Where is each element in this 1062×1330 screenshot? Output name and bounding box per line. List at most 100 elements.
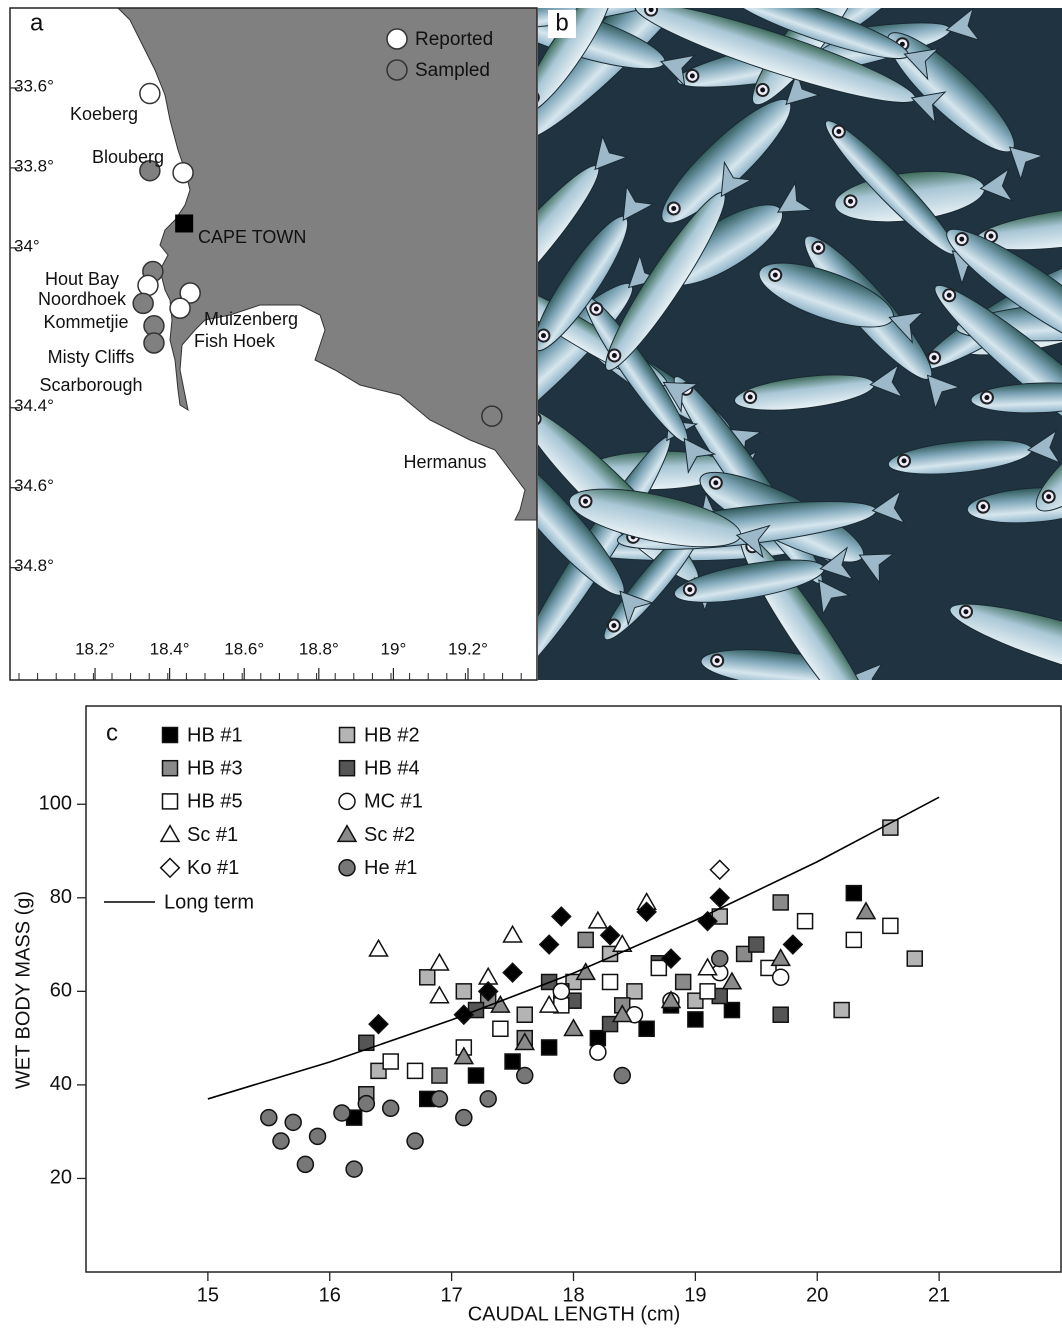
circle-point [517,1068,533,1084]
circle-point [346,1161,362,1177]
square-point [627,984,642,999]
fish-tail [861,723,904,766]
y-tick-label: 60 [50,980,72,1002]
circle-point [553,983,569,999]
place-label: Kommetjie [43,312,128,332]
panel-label: b [555,9,568,36]
square-point [846,886,861,901]
square-point [773,895,788,910]
place-label: Hermanus [403,452,486,472]
legend-marker [340,728,355,743]
place-label: Hout Bay [45,269,119,289]
legend-label: MC #1 [364,791,423,813]
long-term-line [208,797,939,1099]
x-tick-label: 19.2° [448,639,488,658]
y-tick-label: 33.8° [14,156,54,175]
circle-point [285,1114,301,1130]
legend-label: Sc #2 [364,824,415,846]
diamond-point [710,888,729,907]
triangle-point [589,912,607,928]
circle-point [773,969,789,985]
city-marker [175,214,193,232]
square-point [688,1012,703,1027]
sampled-marker [482,406,502,426]
square-point [651,960,666,975]
place-label: Noordhoek [38,289,127,309]
triangle-point [430,987,448,1003]
square-point [834,1003,849,1018]
square-point [603,974,618,989]
legend-marker [161,826,179,842]
legend-marker [339,860,355,876]
triangle-point [504,926,522,942]
panel-label: a [30,9,44,36]
circle-point [273,1133,289,1149]
square-point [456,984,471,999]
legend-label: HB #2 [364,724,420,746]
circle-point [407,1133,423,1149]
legend-marker [387,29,407,49]
legend-label: Long term [164,891,254,913]
y-tick-label: 34.4° [14,396,54,415]
place-label: Fish Hoek [194,331,276,351]
legend-label: HB #1 [187,724,243,746]
triangle-point [565,1020,583,1036]
legend-marker [338,826,356,842]
circle-point [383,1100,399,1116]
x-tick-label: 20 [806,1284,828,1306]
y-tick-label: 34.8° [14,556,54,575]
x-tick-label: 18 [562,1284,584,1306]
square-point [420,970,435,985]
x-tick-label: 15 [197,1284,219,1306]
x-tick-label: 21 [928,1284,950,1306]
sampled-marker [133,293,153,313]
legend-marker [340,761,355,776]
x-tick-label: 17 [441,1284,463,1306]
fish-eye [737,0,752,5]
diamond-point [552,907,571,926]
x-tick-label: 18.2° [75,639,115,658]
sampled-marker [144,333,164,353]
diamond-point [601,926,620,945]
square-point [749,937,764,952]
circle-point [590,1044,606,1060]
x-tick-label: 18.8° [299,639,339,658]
y-tick-label: 34.6° [14,476,54,495]
diamond-point [710,860,729,879]
panel-label: c [106,719,118,746]
legend-label: Sampled [415,60,490,81]
x-tick-label: 19° [381,639,407,658]
circle-point [261,1110,277,1126]
square-point [700,984,715,999]
x-tick-label: 19 [684,1284,706,1306]
legend-marker [387,60,407,80]
square-point [432,1068,447,1083]
circle-point [358,1096,374,1112]
diamond-point [540,935,559,954]
square-point [469,1068,484,1083]
reported-marker [173,163,193,183]
circle-point [456,1110,472,1126]
circle-point [297,1156,313,1172]
square-point [676,974,691,989]
x-tick-label: 18.6° [224,639,264,658]
y-tick-label: 34° [14,236,40,255]
square-point [773,1007,788,1022]
circle-point [712,951,728,967]
square-point [846,932,861,947]
reported-marker [170,298,190,318]
triangle-point [772,950,790,966]
legend-label: He #1 [364,857,417,879]
place-label: Scarborough [39,375,142,395]
circle-point [310,1128,326,1144]
square-point [590,1031,605,1046]
y-tick-label: 20 [50,1167,72,1189]
square-point [505,1054,520,1069]
square-point [907,951,922,966]
y-axis-label: WET BODY MASS (g) [12,891,34,1089]
reported-marker [138,275,158,295]
legend-label: Sc #1 [187,824,238,846]
square-point [724,1003,739,1018]
place-label: Muizenberg [204,309,298,329]
triangle-point [430,954,448,970]
